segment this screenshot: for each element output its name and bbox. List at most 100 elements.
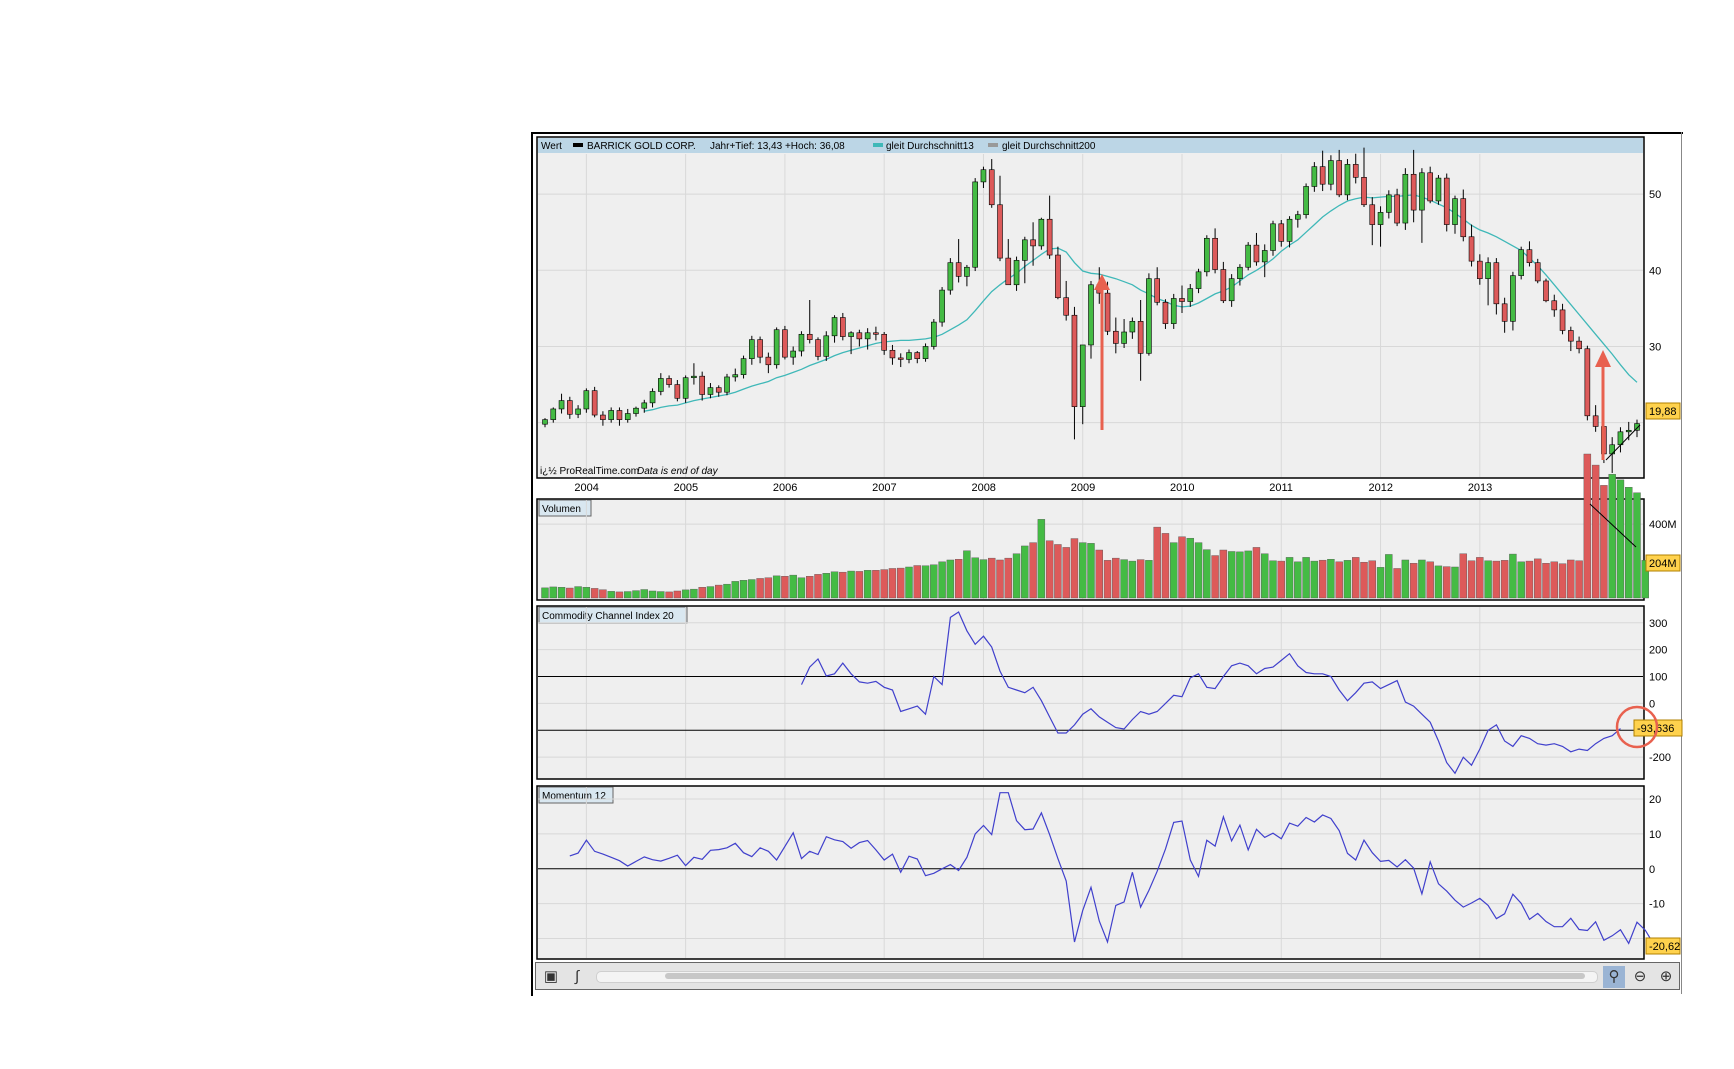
volume-bar bbox=[756, 578, 764, 599]
momentum-y-tick: 20 bbox=[1649, 794, 1661, 806]
candle-down bbox=[600, 414, 606, 420]
volume-bar bbox=[632, 590, 640, 599]
candle-down bbox=[1063, 297, 1069, 316]
candle-up bbox=[1146, 278, 1152, 354]
volume-bar bbox=[1186, 537, 1194, 599]
candle-up bbox=[550, 408, 557, 420]
zoom-in-icon[interactable]: ⊕ bbox=[1659, 968, 1673, 985]
candle-up bbox=[1237, 266, 1243, 279]
volume-bar bbox=[988, 557, 996, 599]
volume-bar bbox=[715, 584, 723, 599]
candle-up bbox=[682, 377, 689, 399]
volume-bar bbox=[1178, 536, 1186, 599]
volume-trendline bbox=[1589, 503, 1637, 548]
volume-bar bbox=[764, 577, 773, 599]
volume-bar bbox=[739, 580, 748, 599]
volume-bar bbox=[690, 588, 698, 599]
candle-down bbox=[1468, 236, 1475, 262]
volume-bar bbox=[1004, 557, 1012, 599]
volume-last-label: 204M bbox=[1649, 558, 1677, 570]
cci-panel bbox=[536, 605, 1645, 780]
candle-down bbox=[1369, 204, 1376, 225]
cci-title: Commodity Channel Index 20 bbox=[542, 611, 674, 622]
zoom-fit-icon[interactable]: ⚲ bbox=[1603, 966, 1625, 988]
candle-up bbox=[939, 289, 945, 323]
volume-bar bbox=[789, 574, 797, 599]
momentum-title: Momentum 12 bbox=[542, 791, 606, 802]
candle-down bbox=[1584, 348, 1591, 417]
volume-bar bbox=[872, 570, 880, 599]
candle-down bbox=[881, 333, 887, 351]
candle-down bbox=[889, 349, 896, 359]
volume-bar bbox=[1194, 542, 1203, 599]
volume-bar bbox=[1269, 560, 1277, 599]
volume-bar bbox=[1476, 557, 1484, 599]
indicator-icon[interactable]: ∫ bbox=[574, 968, 580, 985]
x-tick-label: 2004 bbox=[574, 482, 598, 494]
time-scrollbar[interactable] bbox=[596, 971, 1598, 983]
volume-bar bbox=[1219, 549, 1228, 599]
volume-bar bbox=[1037, 519, 1046, 599]
volume-bar bbox=[913, 565, 921, 599]
candle-down bbox=[1162, 301, 1169, 324]
watermark-note: Data is end of day bbox=[637, 466, 719, 477]
candle-up bbox=[740, 358, 747, 375]
volume-title-box bbox=[538, 499, 592, 517]
zoom-out-icon[interactable]: ⊖ bbox=[1633, 968, 1647, 985]
volume-bar bbox=[1087, 543, 1095, 599]
candle-up bbox=[1204, 237, 1210, 273]
candle-down bbox=[666, 378, 672, 385]
volume-bar bbox=[648, 590, 657, 599]
candle-up bbox=[649, 391, 656, 404]
legend-wert: Wert bbox=[541, 141, 562, 152]
candle-down bbox=[1361, 177, 1367, 206]
volume-bar bbox=[1401, 559, 1410, 599]
candle-down bbox=[1336, 160, 1342, 196]
candle-down bbox=[591, 390, 598, 416]
candle-down bbox=[997, 204, 1003, 259]
volume-bar bbox=[1534, 558, 1542, 599]
cci-y-tick: 300 bbox=[1649, 618, 1667, 630]
volume-bar bbox=[971, 557, 979, 599]
candle-down bbox=[1137, 321, 1144, 354]
candle-up bbox=[1038, 218, 1045, 247]
legend-price-swatch bbox=[573, 143, 583, 147]
time-scrollbar-thumb[interactable] bbox=[665, 973, 1585, 979]
volume-bar bbox=[1211, 555, 1219, 599]
volume-bar bbox=[1079, 542, 1087, 599]
candle-up bbox=[1328, 160, 1334, 185]
candle-up bbox=[691, 375, 697, 379]
price-last-label: 19,88 bbox=[1649, 406, 1677, 418]
candle-up bbox=[972, 181, 978, 268]
candle-up bbox=[1286, 218, 1293, 242]
candle-down bbox=[1568, 330, 1574, 342]
legend-name: BARRICK GOLD CORP. bbox=[587, 141, 696, 152]
candle-down bbox=[567, 400, 573, 415]
x-tick-label: 2013 bbox=[1468, 482, 1492, 494]
cci-y-tick: 200 bbox=[1649, 645, 1667, 657]
volume-bar bbox=[1170, 542, 1178, 599]
candle-down bbox=[699, 375, 705, 395]
candle-up bbox=[707, 387, 714, 395]
legend-range: Jahr+Tief: 13,43 +Hoch: 36,08 bbox=[710, 141, 845, 152]
candle-up bbox=[798, 333, 805, 352]
volume-bar bbox=[855, 571, 864, 599]
candle-down bbox=[1071, 314, 1078, 407]
candle-up bbox=[575, 408, 581, 415]
candle-down bbox=[1477, 260, 1483, 279]
candle-up bbox=[1386, 194, 1392, 213]
volume-bar bbox=[1583, 453, 1592, 599]
candle-up bbox=[1079, 344, 1086, 407]
candle-up bbox=[583, 390, 590, 410]
volume-bar bbox=[822, 573, 830, 599]
chart-settings-icon[interactable]: ▣ bbox=[543, 968, 559, 985]
volume-bar bbox=[1517, 561, 1525, 599]
volume-bar bbox=[1352, 557, 1360, 599]
candle-down bbox=[897, 357, 904, 360]
volume-bar bbox=[657, 591, 665, 599]
volume-bar bbox=[814, 574, 822, 599]
candle-up bbox=[1518, 249, 1524, 276]
volume-bar bbox=[599, 589, 607, 599]
candle-down bbox=[815, 339, 821, 357]
